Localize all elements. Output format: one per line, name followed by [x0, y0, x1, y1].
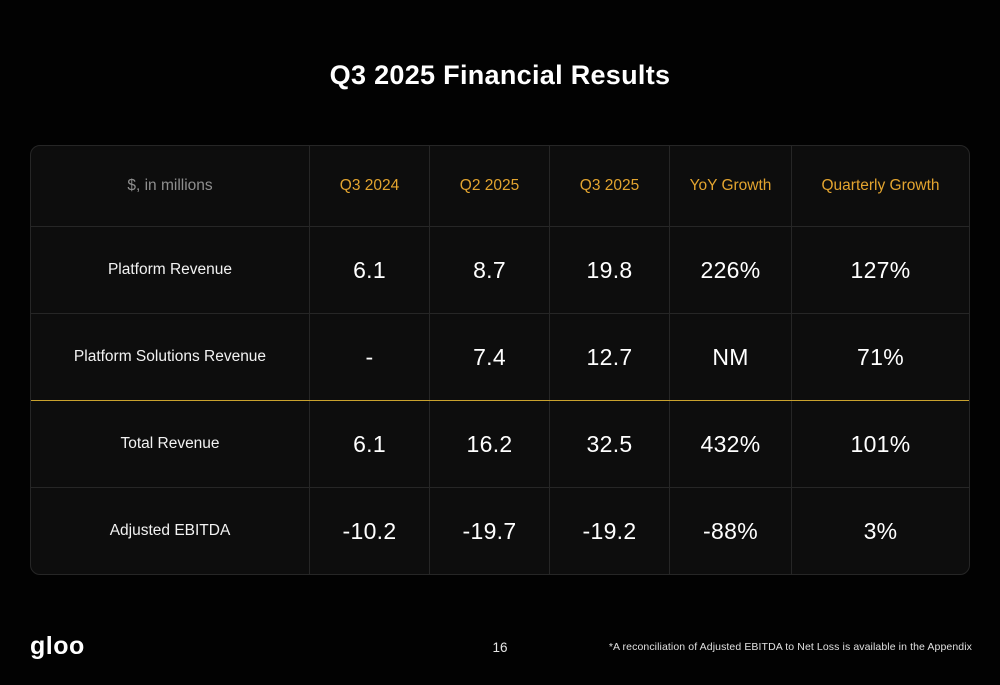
column-header-quarterly-growth: Quarterly Growth	[791, 146, 969, 226]
cell-value: 127%	[791, 227, 969, 313]
column-header-q3-2025: Q3 2025	[549, 146, 669, 226]
cell-value: -19.7	[429, 488, 549, 574]
row-label: Platform Solutions Revenue	[73, 348, 267, 365]
table-row-platform-revenue: Platform Revenue 6.1 8.7 19.8 226% 127%	[31, 226, 969, 313]
cell-value: -	[309, 314, 429, 400]
row-label: Adjusted EBITDA	[109, 522, 231, 539]
financial-results-table: $, in millions Q3 2024 Q2 2025 Q3 2025 Y…	[30, 145, 970, 575]
column-header-yoy-growth: YoY Growth	[669, 146, 791, 226]
cell-value: 432%	[669, 401, 791, 487]
cell-value: NM	[669, 314, 791, 400]
cell-value: 32.5	[549, 401, 669, 487]
units-label: $, in millions	[127, 177, 213, 194]
cell-value: -19.2	[549, 488, 669, 574]
table-row-adjusted-ebitda: Adjusted EBITDA -10.2 -19.7 -19.2 -88% 3…	[31, 487, 969, 574]
table-row-platform-solutions-revenue: Platform Solutions Revenue - 7.4 12.7 NM…	[31, 313, 969, 400]
cell-value: 7.4	[429, 314, 549, 400]
row-label: Total Revenue	[120, 435, 220, 452]
cell-value: 3%	[791, 488, 969, 574]
cell-value: 12.7	[549, 314, 669, 400]
gloo-logo: gloo	[30, 632, 85, 660]
cell-value: 16.2	[429, 401, 549, 487]
cell-value: 101%	[791, 401, 969, 487]
column-header-q2-2025: Q2 2025	[429, 146, 549, 226]
page-number: 16	[492, 640, 508, 655]
cell-value: 226%	[669, 227, 791, 313]
slide-title: Q3 2025 Financial Results	[329, 60, 671, 90]
footnote: *A reconciliation of Adjusted EBITDA to …	[608, 641, 972, 653]
cell-value: 19.8	[549, 227, 669, 313]
row-label: Platform Revenue	[107, 261, 233, 278]
cell-value: -88%	[669, 488, 791, 574]
column-header-q3-2024: Q3 2024	[309, 146, 429, 226]
table-row-total-revenue: Total Revenue 6.1 16.2 32.5 432% 101%	[31, 400, 969, 487]
cell-value: -10.2	[309, 488, 429, 574]
cell-value: 6.1	[309, 401, 429, 487]
cell-value: 8.7	[429, 227, 549, 313]
cell-value: 71%	[791, 314, 969, 400]
table-header-row: $, in millions Q3 2024 Q2 2025 Q3 2025 Y…	[31, 146, 969, 226]
cell-value: 6.1	[309, 227, 429, 313]
